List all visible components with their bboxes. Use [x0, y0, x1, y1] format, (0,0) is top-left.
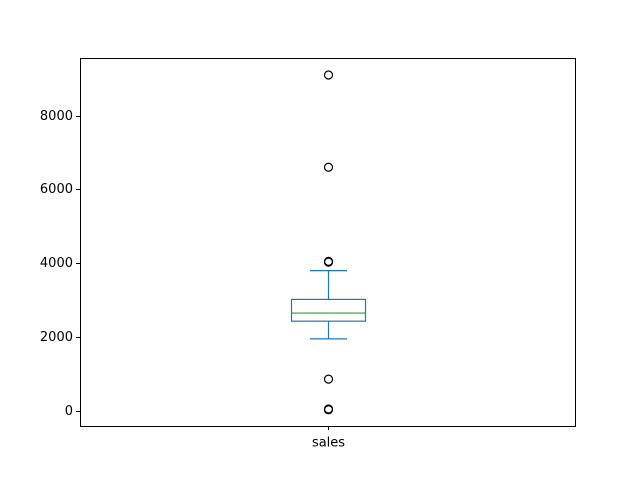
plot-area — [290, 70, 367, 415]
x-tick-label: sales — [312, 436, 345, 451]
y-tick-label: 6000 — [40, 182, 73, 197]
outlier-point — [323, 70, 334, 80]
axes-frame — [80, 58, 576, 427]
outlier-point — [323, 162, 334, 172]
x-axis: sales — [312, 426, 345, 451]
interquartile-box — [290, 298, 367, 322]
box-sales — [290, 70, 367, 415]
y-tick-label: 0 — [65, 404, 73, 419]
outlier-point — [323, 374, 334, 384]
outlier-point — [323, 257, 334, 267]
y-tick-label: 8000 — [40, 109, 73, 124]
y-tick-label: 4000 — [40, 256, 73, 271]
y-axis: 0 2000 4000 6000 8000 — [40, 109, 80, 419]
y-tick-label: 2000 — [40, 330, 73, 345]
outlier-point — [323, 405, 334, 415]
